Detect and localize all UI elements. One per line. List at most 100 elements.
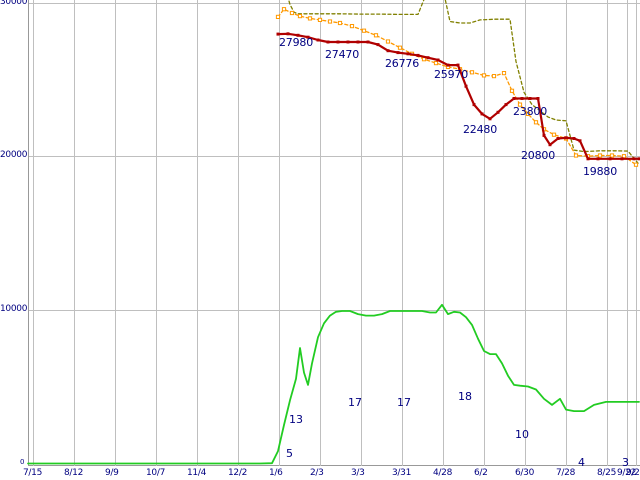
x-axis-tick-label: 9/9 <box>105 468 119 478</box>
series-marker-price <box>542 133 546 137</box>
volume-value-label: 5 <box>286 447 293 460</box>
series-marker-price <box>426 56 430 60</box>
series-marker-price <box>608 157 612 161</box>
x-axis-tick-label: 4/28 <box>433 468 453 478</box>
series-marker-price <box>306 35 310 39</box>
series-marker-mid-band <box>481 73 487 78</box>
series-marker-mid-band <box>633 162 639 167</box>
price-value-label: 20800 <box>521 149 555 162</box>
series-marker-price <box>548 143 552 147</box>
x-axis-tick-label: 11/4 <box>187 468 207 478</box>
series-line-mid-band <box>277 8 637 166</box>
volume-value-label: 4 <box>578 456 585 469</box>
series-marker-mid-band <box>573 153 579 158</box>
series-marker-mid-band <box>533 120 539 125</box>
series-marker-price <box>596 157 600 161</box>
series-marker-mid-band <box>289 10 295 16</box>
y-axis-tick-label: 10000 <box>0 304 28 314</box>
series-marker-price <box>512 97 516 100</box>
series-marker-price <box>376 43 380 47</box>
y-axis-tick-label: 30000 <box>0 0 28 7</box>
series-marker-mid-band <box>361 28 367 33</box>
price-value-label: 26776 <box>385 57 419 70</box>
volume-value-label: 13 <box>289 413 303 426</box>
series-marker-price <box>276 32 280 36</box>
series-marker-price <box>456 63 460 67</box>
series-marker-price <box>480 112 484 116</box>
series-marker-price <box>472 103 476 107</box>
series-marker-price <box>520 97 524 100</box>
series-marker-price <box>416 53 420 57</box>
series-marker-mid-band <box>281 7 287 12</box>
series-marker-price <box>446 63 450 67</box>
x-axis-tick-label: 7/28 <box>556 468 576 478</box>
series-marker-price <box>564 136 568 140</box>
series-marker-mid-band <box>307 16 313 21</box>
volume-value-label: 3 <box>622 456 629 469</box>
x-axis-tick-label: 8/12 <box>64 468 84 478</box>
series-marker-mid-band <box>491 74 497 79</box>
price-value-label: 22480 <box>463 123 497 136</box>
series-marker-mid-band <box>597 153 603 158</box>
series-marker-mid-band <box>349 24 355 29</box>
price-value-label: 23800 <box>513 105 547 118</box>
series-marker-price <box>346 40 350 44</box>
volume-value-label: 17 <box>348 396 362 409</box>
series-marker-price <box>464 84 468 88</box>
x-axis-tick-label: 9/22 <box>617 468 637 478</box>
x-axis-tick-label: 8/25 <box>597 468 617 478</box>
series-marker-price <box>586 157 590 161</box>
series-marker-mid-band <box>327 19 333 24</box>
series-marker-price <box>286 32 290 36</box>
series-marker-price <box>316 38 320 42</box>
series-marker-price <box>366 40 370 44</box>
series-marker-mid-band <box>501 71 507 76</box>
series-marker-mid-band <box>385 39 391 44</box>
x-axis-tick-label: 12/2 <box>228 468 248 478</box>
series-line-volume-index <box>27 303 640 465</box>
x-axis-tick-label: 3/3 <box>351 468 365 478</box>
series-marker-price <box>396 51 400 55</box>
volume-value-label: 17 <box>397 396 411 409</box>
series-marker-mid-band <box>517 102 523 107</box>
series-marker-price <box>496 110 500 114</box>
price-value-label: 27980 <box>279 36 313 49</box>
series-marker-mid-band <box>337 20 343 26</box>
x-axis-tick-label: 7/15 <box>23 468 43 478</box>
series-marker-mid-band <box>397 45 403 50</box>
series-marker-price <box>556 137 560 140</box>
x-axis-tick-label: 1/6 <box>269 468 283 478</box>
series-marker-price <box>356 40 360 44</box>
series-marker-price <box>637 157 640 161</box>
series-marker-mid-band <box>469 70 475 75</box>
series-marker-price <box>406 52 410 56</box>
x-axis-tick-label: 10/7 <box>146 468 166 478</box>
series-marker-price <box>386 49 390 53</box>
series-marker-price <box>296 33 300 37</box>
y-axis-tick-label: 0 <box>20 458 25 466</box>
series-marker-price <box>572 137 576 140</box>
series-marker-price <box>528 97 532 100</box>
series-line-upper-band <box>288 0 639 164</box>
series-marker-price <box>436 58 440 62</box>
x-axis-tick-label: 9/29 <box>626 468 640 478</box>
x-axis-tick-label: 2/3 <box>310 468 324 478</box>
price-value-label: 25970 <box>434 68 468 81</box>
series-marker-mid-band <box>609 153 615 158</box>
series-marker-mid-band <box>275 14 281 20</box>
series-marker-price <box>536 97 540 100</box>
y-axis-tick-label: 20000 <box>0 150 28 160</box>
series-marker-price <box>488 117 492 121</box>
x-axis-tick-label: 6/30 <box>515 468 535 478</box>
series-marker-mid-band <box>297 14 303 19</box>
series-marker-mid-band <box>509 88 515 93</box>
series-marker-price <box>620 157 624 161</box>
volume-value-label: 10 <box>515 428 529 441</box>
x-axis-tick-label: 6/2 <box>474 468 488 478</box>
x-axis-tick-label: 3/31 <box>392 468 412 478</box>
series-marker-mid-band <box>433 61 439 66</box>
price-value-label: 27470 <box>325 48 359 61</box>
series-marker-mid-band <box>551 132 557 137</box>
